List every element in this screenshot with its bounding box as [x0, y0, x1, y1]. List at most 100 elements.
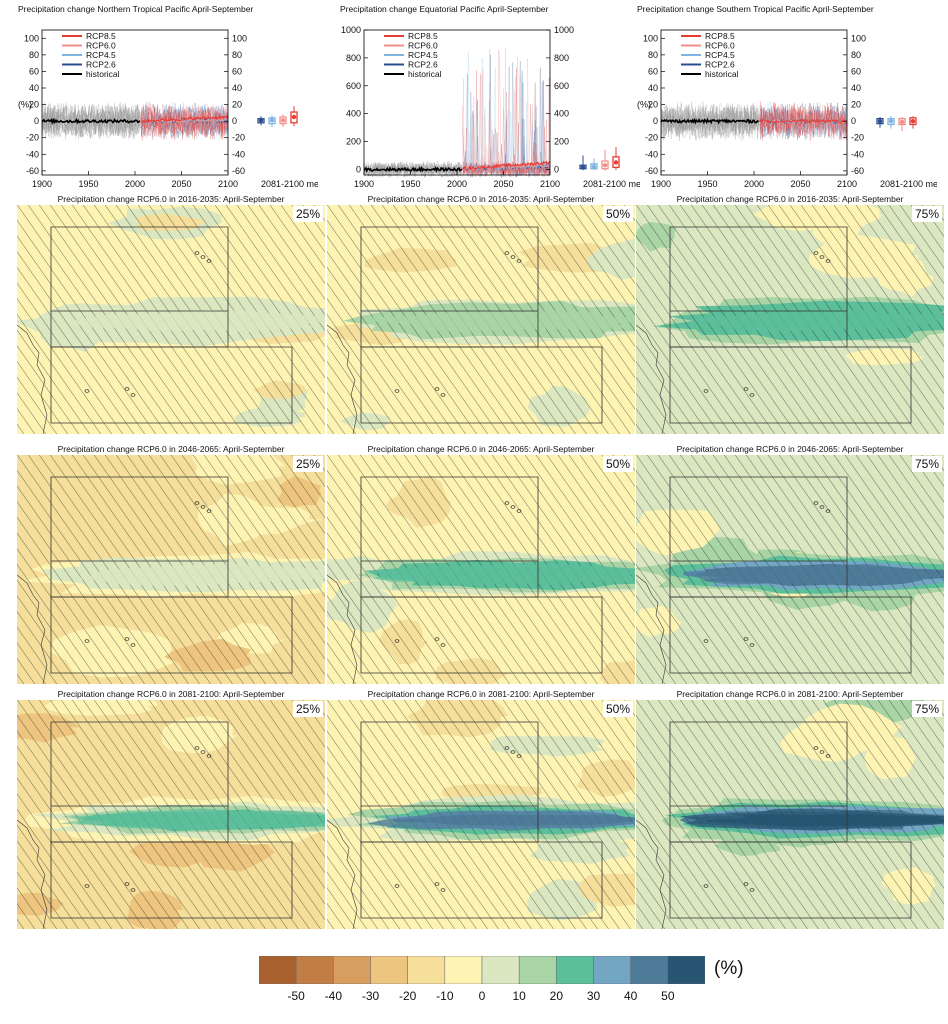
colorbar-tick-label: 10 — [512, 989, 526, 1003]
region-box-south — [669, 346, 912, 424]
boxplot-median — [613, 160, 619, 165]
island-outline — [200, 505, 206, 509]
map-svg — [17, 455, 325, 684]
equatorial-core — [693, 309, 944, 332]
historical-member-line — [41, 103, 140, 139]
y-tick-label: -20 — [26, 133, 39, 143]
scenario-member-line — [759, 105, 848, 140]
island-outline — [130, 643, 136, 647]
scenario-member-line — [140, 101, 229, 139]
island-outline — [84, 389, 90, 393]
island-outline — [743, 882, 749, 886]
colorbar-swatch — [333, 956, 371, 984]
y-tick-label-right: 0 — [232, 116, 237, 126]
map-area: 50% — [327, 455, 635, 684]
legend-label: historical — [86, 69, 120, 79]
percentile-label: 75% — [911, 701, 942, 717]
map-panel: Precipitation change RCP6.0 in 2016-2035… — [327, 194, 635, 434]
equatorial-core — [364, 311, 635, 333]
coastline — [636, 324, 667, 434]
coastline — [17, 819, 48, 929]
coastline — [327, 324, 358, 434]
y-tick-label-right: 60 — [232, 66, 242, 76]
legend-label: RCP6.0 — [408, 41, 438, 51]
map-title: Precipitation change RCP6.0 in 2046-2065… — [57, 444, 285, 454]
scenario-member-line — [140, 103, 229, 138]
island-outline — [813, 746, 819, 750]
x-tick-label: 1950 — [697, 179, 717, 189]
boxplot-median — [888, 118, 894, 124]
island-outline — [813, 251, 819, 255]
island-outline — [749, 888, 755, 892]
region-box-south — [50, 841, 293, 919]
equatorial-core — [367, 810, 635, 831]
island-outline — [440, 888, 446, 892]
y-tick-label: 80 — [648, 50, 658, 60]
ts-panel-north: Precipitation change Northern Tropical P… — [18, 4, 318, 194]
percentile-label: 50% — [602, 206, 633, 222]
island-outline — [516, 754, 522, 758]
island-outline — [194, 501, 200, 505]
scenario-member-line — [140, 105, 229, 141]
colorbar — [259, 956, 705, 984]
ts-title-south: Precipitation change Southern Tropical P… — [637, 4, 874, 14]
percentile-label: 25% — [292, 206, 323, 222]
map-area: 50% — [327, 205, 635, 434]
map-panel: Precipitation change RCP6.0 in 2046-2065… — [636, 444, 944, 684]
colorbar-swatch — [556, 956, 594, 984]
boxplot-median — [602, 163, 608, 168]
colorbar-tick-label: -10 — [436, 989, 454, 1003]
island-outline — [434, 387, 440, 391]
equatorial-core — [70, 808, 325, 831]
equatorial-core — [74, 564, 325, 586]
y-tick-label: -60 — [645, 166, 658, 176]
island-outline — [504, 746, 510, 750]
map-area: 50% — [327, 700, 635, 929]
colorbar-swatch — [667, 956, 705, 984]
region-box-south — [669, 841, 912, 919]
map-area: 75% — [636, 205, 944, 434]
y-tick-label: 40 — [648, 83, 658, 93]
island-outline — [703, 389, 709, 393]
map-svg — [636, 205, 944, 434]
y-tick-label-right: 80 — [851, 50, 861, 60]
y-tick-label: 1000 — [341, 25, 361, 35]
colorbar-tick-label: 20 — [549, 989, 564, 1003]
island-outline — [206, 259, 212, 263]
island-outline — [194, 746, 200, 750]
island-outline — [84, 884, 90, 888]
region-box-south — [50, 346, 293, 424]
map-svg — [17, 205, 325, 434]
island-outline — [743, 637, 749, 641]
mean-line-rcp85 — [462, 160, 551, 171]
colorbar-swatch — [518, 956, 557, 984]
legend-label: RCP4.5 — [408, 50, 438, 60]
coastline — [17, 574, 48, 684]
y-tick-label: 100 — [643, 33, 658, 43]
island-outline — [200, 255, 206, 259]
percentile-label: 25% — [292, 456, 323, 472]
legend-label: historical — [408, 69, 442, 79]
y-tick-label: 0 — [653, 116, 658, 126]
y-tick-label: 0 — [356, 164, 361, 174]
map-area: 25% — [17, 205, 325, 434]
scenario-member-line — [759, 102, 848, 141]
mean-line-rcp60 — [140, 117, 229, 124]
scenario-member-line — [462, 54, 551, 179]
y-tick-label-right: 400 — [554, 109, 569, 119]
plot-frame — [41, 29, 229, 176]
island-outline — [749, 643, 755, 647]
map-panel: Precipitation change RCP6.0 in 2016-2035… — [17, 194, 325, 434]
y-tick-label: 200 — [346, 137, 361, 147]
scenario-member-line — [140, 104, 229, 137]
map-area: 25% — [17, 455, 325, 684]
scenario-member-line — [140, 104, 229, 139]
mean-period-label: 2081-2100 mean — [261, 179, 318, 189]
colorbar-swatch — [481, 956, 520, 984]
legend-label: RCP2.6 — [86, 60, 116, 70]
y-tick-label-right: -20 — [851, 133, 864, 143]
legend-label: RCP2.6 — [408, 60, 438, 70]
mean-line-rcp85 — [759, 118, 848, 125]
island-outline — [703, 639, 709, 643]
x-tick-label: 2000 — [125, 179, 145, 189]
